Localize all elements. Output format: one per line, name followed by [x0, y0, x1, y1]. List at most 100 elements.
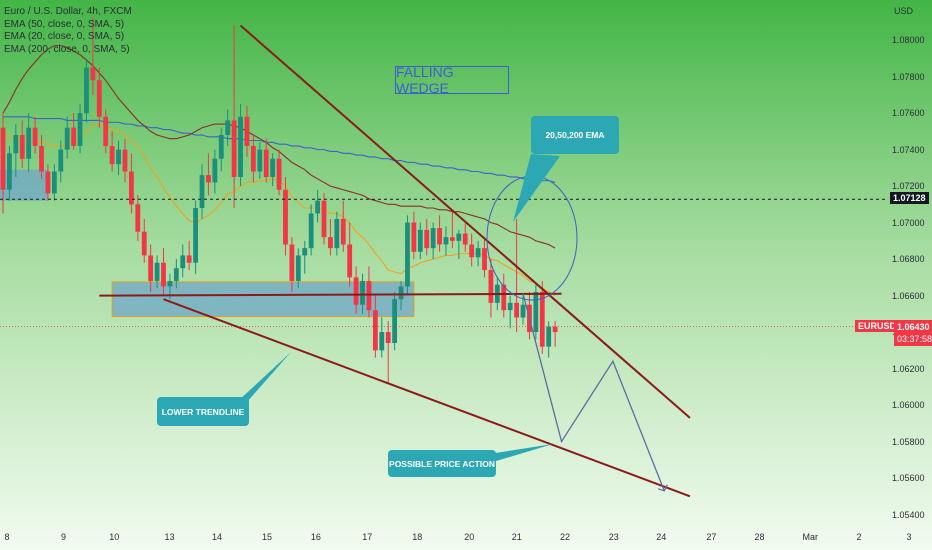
candle-body	[488, 270, 494, 303]
candle-body	[270, 158, 276, 177]
y-tick-label: 1.06800	[892, 254, 925, 265]
candle-body	[501, 284, 507, 311]
candle-body	[424, 229, 430, 249]
candle-body	[231, 120, 237, 177]
y-tick-label: 1.06600	[892, 290, 925, 301]
x-tick-label: 22	[559, 532, 570, 542]
candle-body	[212, 158, 218, 183]
candle-body	[411, 222, 417, 252]
x-tick-label: 9	[61, 532, 67, 542]
x-tick-label: 10	[109, 532, 120, 542]
candle-body	[84, 67, 89, 114]
candle-body	[360, 280, 365, 305]
candle-body	[39, 145, 44, 172]
ema-callout-pointer	[513, 154, 560, 222]
candle-body	[366, 280, 372, 311]
trendline-upper	[239, 24, 691, 419]
candle-body	[250, 145, 256, 172]
candle-body	[225, 120, 231, 136]
candle-body	[135, 204, 141, 232]
candle-body	[372, 310, 378, 351]
candle-body	[482, 248, 487, 271]
candle-body	[154, 262, 160, 281]
trendline-horizontal	[99, 292, 562, 297]
candle-body	[347, 244, 353, 278]
candle-body	[321, 200, 327, 238]
projection-arrow-head	[658, 484, 668, 492]
candle-body	[116, 149, 121, 165]
candle-body	[392, 299, 398, 344]
lower-trendline-callout-pointer	[237, 352, 291, 402]
candle-body	[405, 222, 410, 287]
resistance-price-label: 1.07128	[890, 192, 929, 205]
candle-body	[353, 277, 359, 305]
chart-legend: Euro / U.S. Dollar, 4h, FXCM EMA (50, cl…	[4, 6, 132, 56]
candle-body	[173, 268, 179, 281]
x-tick-label: 8	[4, 532, 10, 542]
y-tick-label: 1.06200	[892, 363, 925, 374]
legend-ema200: EMA (200, close, 0, SMA, 5)	[4, 43, 130, 55]
candle-body	[238, 116, 243, 177]
candle-body	[180, 255, 186, 269]
candle-body	[13, 135, 19, 154]
candle-body	[0, 127, 6, 190]
candle-body	[45, 171, 51, 194]
legend-ema20: EMA (20, close, 0, SMA, 5)	[4, 31, 125, 42]
trendline-lower	[163, 298, 691, 498]
candle-body	[167, 280, 173, 287]
candle-body	[430, 228, 436, 249]
candle-body	[552, 326, 558, 333]
candle-body	[58, 149, 64, 172]
projection-path	[522, 293, 665, 492]
candle-body	[289, 244, 295, 281]
candle-body	[32, 127, 38, 146]
candle-body	[64, 127, 70, 150]
candle-body	[315, 200, 320, 214]
candle-body	[520, 304, 526, 318]
candle-body	[77, 113, 83, 146]
candle-body	[398, 286, 404, 300]
candle-body	[186, 255, 192, 263]
x-tick-label: 14	[211, 532, 222, 542]
candle-body	[103, 116, 109, 146]
legend-ema50: EMA (50, close, 0, SMA, 5)	[4, 18, 125, 30]
candle-body	[385, 332, 391, 344]
candle-body	[263, 149, 269, 177]
x-tick-label: 23	[608, 532, 619, 542]
candle-body	[7, 153, 12, 190]
candle-body	[507, 302, 513, 311]
candle-body	[546, 326, 552, 347]
candle-body	[244, 116, 250, 146]
candle-body	[379, 332, 385, 351]
candle-body	[417, 229, 423, 252]
candle-body	[475, 248, 481, 258]
x-tick-label: 15	[262, 532, 273, 542]
x-tick-label: 16	[310, 532, 321, 542]
current-price-value: 1.06430	[897, 321, 930, 332]
ema200-line	[3, 116, 556, 183]
x-tick-label: 21	[511, 532, 522, 542]
ema-callout: 20,50,200 EMA	[531, 116, 619, 154]
y-tick-label: 1.07400	[892, 144, 925, 155]
candle-body	[129, 171, 134, 205]
x-tick-label: 27	[706, 532, 717, 542]
x-tick-label: 3	[906, 532, 912, 542]
candle-body	[456, 233, 462, 241]
candle-body	[276, 158, 282, 190]
candle-body	[122, 149, 128, 172]
candle-body	[340, 218, 346, 245]
candle-body	[148, 255, 154, 281]
y-tick-label: 1.05800	[892, 436, 925, 447]
y-tick-label: 1.08000	[892, 35, 925, 46]
y-tick-label: 1.06000	[892, 400, 925, 411]
y-tick-label: 1.07800	[892, 71, 925, 82]
symbol-label: EURUSD	[855, 319, 900, 332]
candle-body	[90, 67, 96, 81]
x-tick-label: 20	[464, 532, 475, 542]
candle-body	[295, 255, 301, 281]
x-tick-label: 24	[656, 532, 667, 542]
lower-trendline-callout: LOWER TRENDLINE	[157, 397, 249, 426]
y-tick-label: 1.05400	[892, 509, 925, 520]
candle-body	[328, 237, 333, 249]
